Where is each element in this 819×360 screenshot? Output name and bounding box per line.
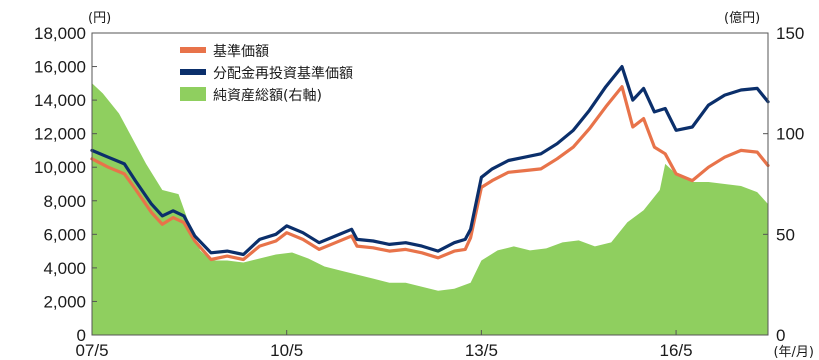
x-tick-label: 13/5	[465, 341, 498, 360]
legend-label: 分配金再投資基準価額	[213, 65, 353, 82]
x-tick-label: 07/5	[75, 341, 108, 360]
series-nav-line	[90, 85, 770, 262]
y-right-tick-label: 50	[776, 225, 795, 244]
x-tick-label: 16/5	[660, 341, 693, 360]
legend-swatch	[180, 69, 206, 75]
y-left-tick-label: 16,000	[34, 58, 86, 77]
legend-swatch	[180, 87, 206, 101]
y-left-tick-label: 10,000	[34, 158, 86, 177]
x-axis-unit: (年/月)	[773, 345, 814, 360]
series-net-assets-area	[92, 83, 768, 335]
y-left-tick-label: 12,000	[34, 125, 86, 144]
y-right-tick-label: 100	[776, 125, 804, 144]
area-layer	[92, 83, 768, 335]
axis-layer: 0 2,000 4,000 6,000 8,000 10,000 12,000 14,000 1…	[34, 10, 814, 360]
legend-swatch	[180, 47, 206, 53]
y-left-tick-label: 4,000	[43, 259, 86, 278]
x-tick-label: 10/5	[270, 341, 303, 360]
y-right-tick-label: 150	[776, 24, 804, 43]
series-reinvested-nav-line	[90, 65, 770, 257]
line-layer	[90, 65, 770, 262]
y-left-tick-label: 14,000	[34, 91, 86, 110]
plot-frame	[91, 32, 769, 336]
legend-label: 基準価額	[213, 43, 269, 60]
y-left-tick-label: 6,000	[43, 225, 86, 244]
legend-label: 純資産総額(右軸)	[213, 88, 322, 104]
y-left-tick-label: 8,000	[43, 192, 86, 211]
y-right-tick-label: 0	[776, 326, 785, 345]
y-left-tick-label: 18,000	[34, 24, 86, 43]
y-left-tick-label: 0	[77, 326, 86, 345]
left-axis-unit: (円)	[88, 11, 111, 26]
y-left-tick-label: 2,000	[43, 292, 86, 311]
right-axis-unit: (億円)	[724, 10, 760, 26]
